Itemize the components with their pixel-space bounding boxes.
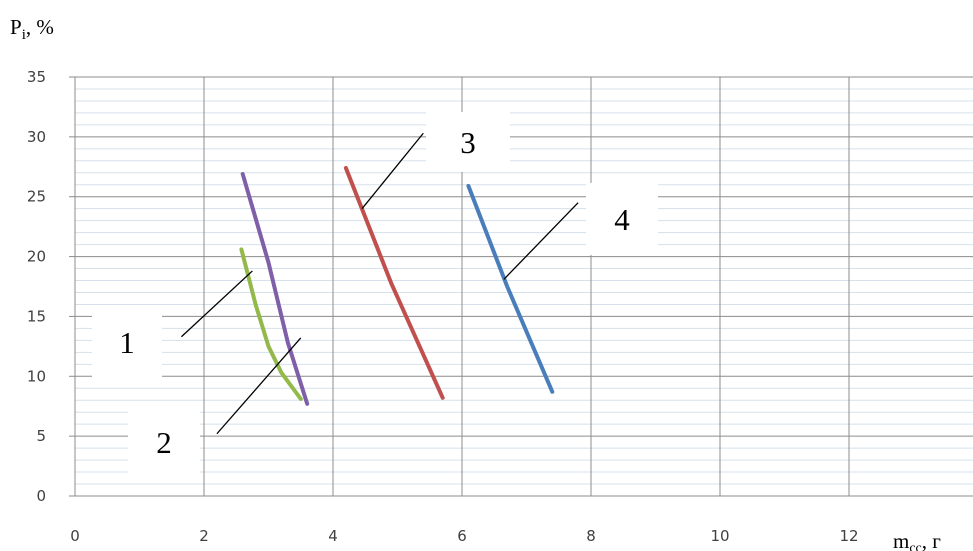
y-axis-label: Pi, %	[10, 15, 54, 43]
y-tick-label: 25	[27, 188, 46, 206]
major-gridlines	[69, 76, 973, 497]
leader-line-1	[180, 270, 253, 338]
y-tick-label: 20	[27, 248, 46, 266]
leader-line-2	[216, 337, 302, 435]
annotation-label-4: 4	[614, 202, 630, 237]
annotation-box-4	[586, 183, 658, 255]
y-tick-label: 5	[36, 427, 46, 445]
series-line-4	[466, 183, 555, 394]
annotation-layer: 1 2 3 4	[92, 112, 658, 476]
annotation-label-3: 3	[460, 125, 476, 160]
annotation-label-2: 2	[156, 425, 172, 460]
annotation-box-1	[92, 307, 162, 377]
x-tick-label: 10	[710, 527, 729, 545]
annotation-label-1: 1	[119, 325, 135, 360]
annotation-box-2	[128, 408, 200, 476]
annotation-box-3	[426, 112, 510, 172]
x-tick-label: 4	[328, 527, 338, 545]
series-layer	[239, 166, 555, 406]
x-tick-label: 2	[199, 527, 209, 545]
series-line-2	[239, 247, 303, 401]
leader-line-3	[361, 132, 424, 210]
x-tick-label: 8	[586, 527, 596, 545]
minor-gridlines	[75, 88, 973, 485]
x-tick-label: 6	[457, 527, 467, 545]
y-tick-label: 0	[36, 487, 46, 505]
series-line-1	[240, 172, 310, 406]
y-tick-label: 35	[27, 68, 46, 86]
y-tick-label: 30	[27, 128, 46, 146]
x-axis-label: mcc, г	[893, 529, 941, 551]
x-tick-label: 12	[839, 527, 858, 545]
series-line-3	[343, 166, 445, 400]
y-tick-label: 15	[27, 307, 46, 325]
leader-line-4	[503, 202, 579, 280]
x-tick-label: 0	[70, 527, 80, 545]
y-tick-label: 10	[27, 367, 46, 385]
